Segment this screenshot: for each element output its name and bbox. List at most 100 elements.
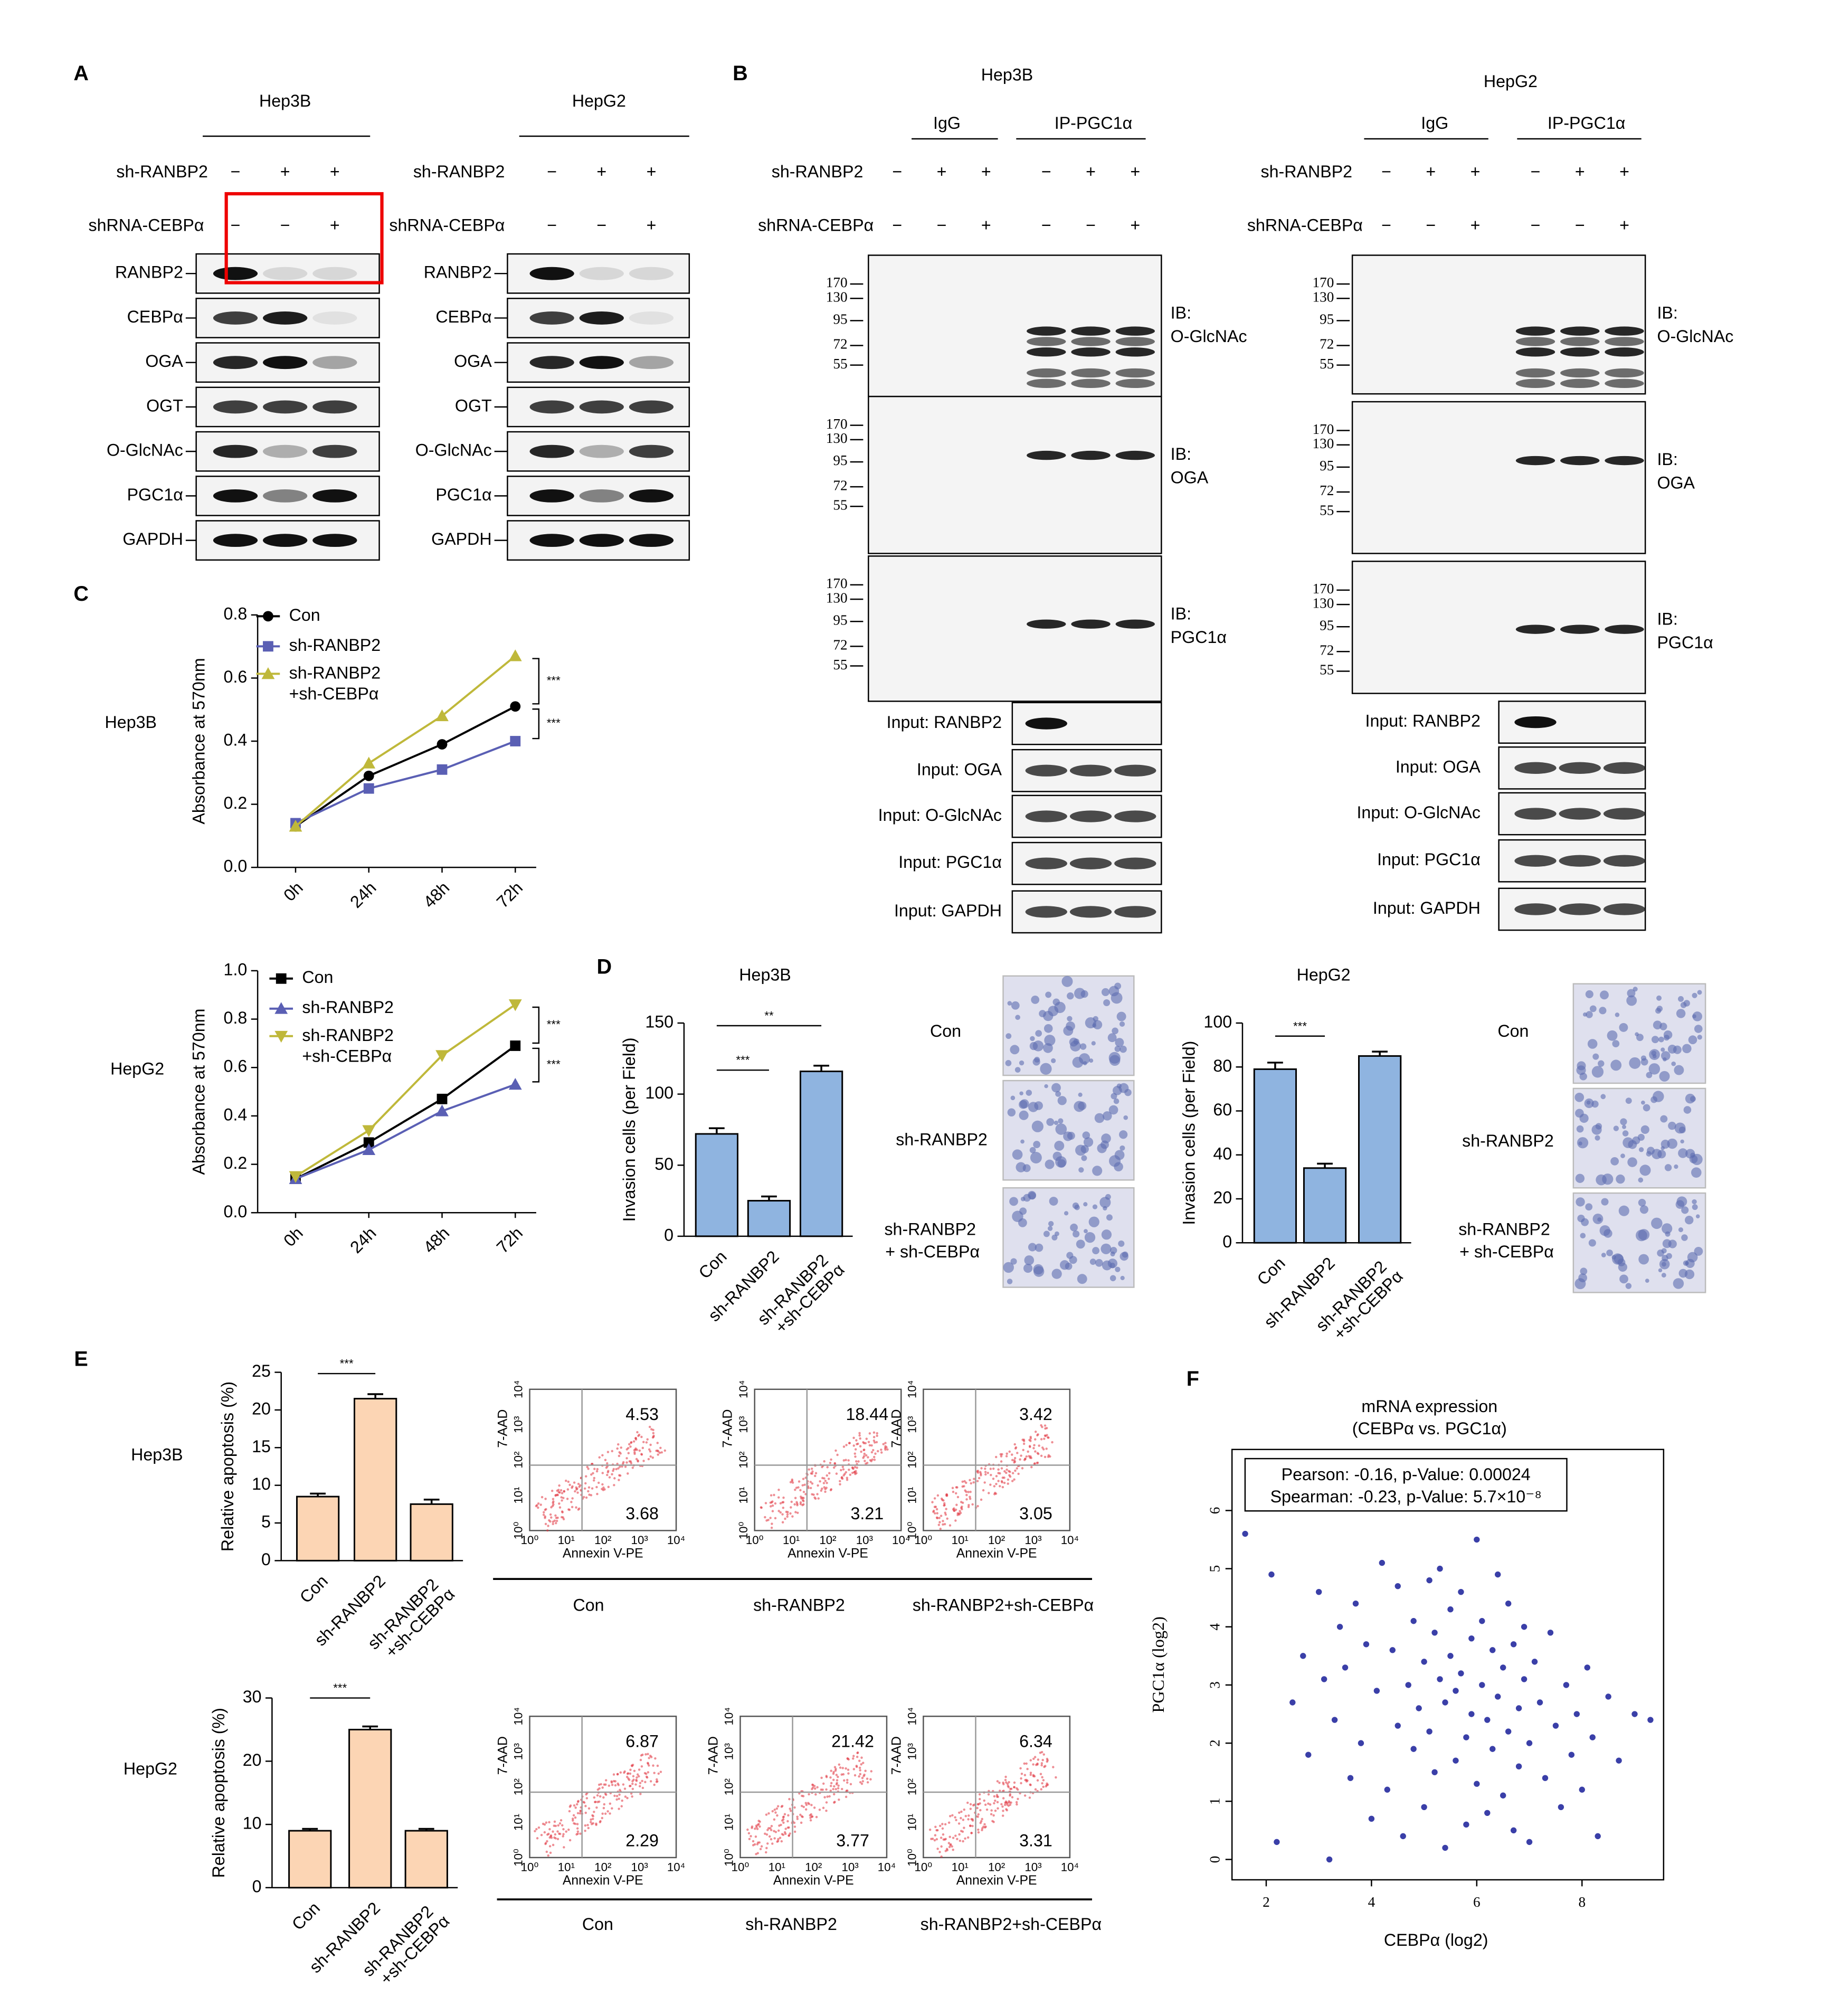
event (1052, 1766, 1055, 1768)
y-tick-label: 1 (1207, 1797, 1223, 1805)
event (613, 1794, 616, 1797)
event (817, 1484, 819, 1487)
cell (1619, 1023, 1628, 1032)
event (847, 1757, 849, 1760)
event (796, 1815, 799, 1818)
event (955, 1486, 958, 1489)
event (596, 1801, 599, 1803)
event (796, 1818, 799, 1820)
point (1605, 1693, 1611, 1700)
event (948, 1845, 951, 1849)
event (554, 1824, 557, 1828)
point (1453, 1757, 1459, 1764)
cell (1034, 1056, 1040, 1063)
event (1027, 1450, 1029, 1453)
event (1026, 1767, 1029, 1771)
y-tick-label: 5 (261, 1512, 271, 1531)
event (571, 1487, 573, 1489)
band (1114, 764, 1156, 777)
event (549, 1520, 552, 1523)
event (960, 1501, 963, 1503)
event (764, 1516, 766, 1519)
marker-label: 95 (833, 452, 847, 468)
event (543, 1511, 545, 1514)
event (982, 1825, 985, 1828)
event (802, 1795, 805, 1797)
chart-title: Hep3B (131, 1445, 183, 1464)
event (870, 1444, 873, 1447)
event (536, 1837, 539, 1840)
event (793, 1503, 796, 1506)
event (982, 1489, 985, 1492)
event (823, 1486, 826, 1489)
event (809, 1819, 812, 1822)
point (1536, 1699, 1543, 1706)
event (931, 1501, 934, 1503)
event (853, 1471, 856, 1474)
cell (1692, 1011, 1703, 1021)
cell (1651, 1036, 1659, 1044)
event (552, 1830, 554, 1833)
event (1007, 1804, 1010, 1807)
y-tick-label: 30 (243, 1687, 262, 1706)
event (618, 1451, 621, 1454)
cell (1020, 1139, 1024, 1144)
event (834, 1449, 837, 1452)
event (793, 1806, 796, 1809)
cell (1587, 1039, 1598, 1049)
event (544, 1522, 547, 1526)
event (547, 1525, 549, 1527)
event (765, 1851, 767, 1854)
marker-label: 170 (826, 275, 848, 290)
band (1515, 326, 1555, 336)
event (775, 1807, 779, 1810)
cell (1081, 1155, 1087, 1161)
point (1490, 1746, 1496, 1752)
event (821, 1487, 823, 1490)
event (614, 1780, 617, 1783)
event (956, 1496, 960, 1499)
event (841, 1477, 844, 1480)
band (1071, 337, 1111, 346)
event (1000, 1803, 1003, 1806)
sign: − (280, 215, 290, 234)
event (621, 1465, 623, 1468)
event (841, 1465, 845, 1469)
cell (1089, 1058, 1094, 1063)
cell (1661, 1146, 1665, 1150)
event (825, 1809, 828, 1812)
event (756, 1828, 759, 1830)
point (1505, 1601, 1512, 1607)
event (992, 1814, 995, 1817)
error-bar (708, 1127, 725, 1134)
event (616, 1447, 619, 1450)
event (969, 1490, 972, 1493)
y-axis-label: Invasion cells (per Field) (620, 1037, 639, 1222)
event (750, 1835, 752, 1838)
event (572, 1819, 574, 1822)
x-tick-label: 10⁴ (892, 1534, 910, 1547)
point (1421, 1659, 1427, 1665)
cell-title: HepG2 (572, 91, 626, 110)
event (853, 1452, 856, 1455)
point (1363, 1641, 1370, 1648)
cell (1639, 1165, 1651, 1176)
event (631, 1780, 634, 1783)
event (606, 1471, 609, 1474)
sign: + (647, 215, 657, 234)
event (933, 1839, 936, 1842)
event (647, 1753, 649, 1756)
event (1045, 1447, 1048, 1450)
point (1542, 1775, 1549, 1781)
event (774, 1831, 777, 1833)
event (618, 1474, 621, 1476)
event (852, 1757, 855, 1760)
highlight-box (224, 192, 384, 285)
event (1023, 1794, 1027, 1797)
cell (1019, 1110, 1029, 1120)
event (804, 1808, 808, 1811)
event (989, 1483, 992, 1486)
x-tick-label: 10¹ (952, 1534, 969, 1547)
y-tick-label: 10³ (905, 1743, 918, 1760)
y-tick-label: 20 (243, 1750, 262, 1769)
